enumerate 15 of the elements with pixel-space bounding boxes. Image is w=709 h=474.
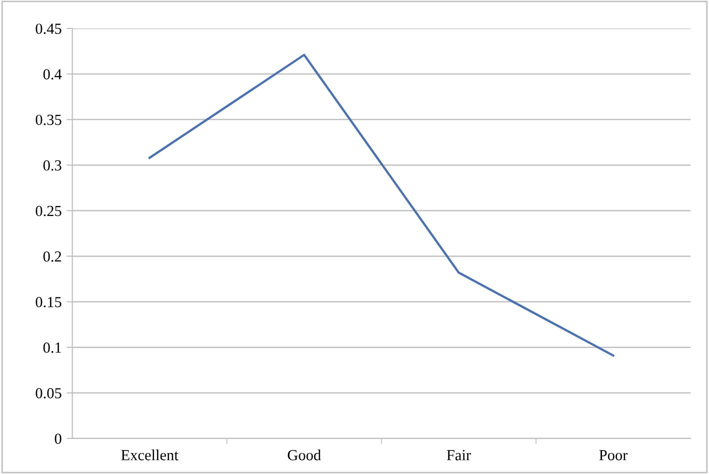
line-series (148, 54, 614, 357)
y-tick-label: 0.4 (43, 69, 62, 80)
y-tick-label: 0 (54, 434, 62, 444)
y-tick-label: 0.05 (36, 388, 62, 398)
y-tick-label: 0.2 (43, 251, 62, 262)
x-tick-label: Excellent (121, 450, 178, 460)
y-tick-label: 0.35 (36, 114, 62, 126)
y-tick-label: 0.1 (43, 342, 61, 353)
x-tick-label: Good (288, 450, 321, 460)
y-tick-label: 0.45 (36, 24, 62, 34)
x-tick-label: Fair (446, 450, 471, 460)
y-tick-label: 0.15 (36, 296, 62, 308)
y-tick-label: 0.3 (43, 160, 62, 171)
y-tick-label: 0.25 (36, 206, 62, 216)
x-tick-label: Poor (599, 450, 628, 460)
